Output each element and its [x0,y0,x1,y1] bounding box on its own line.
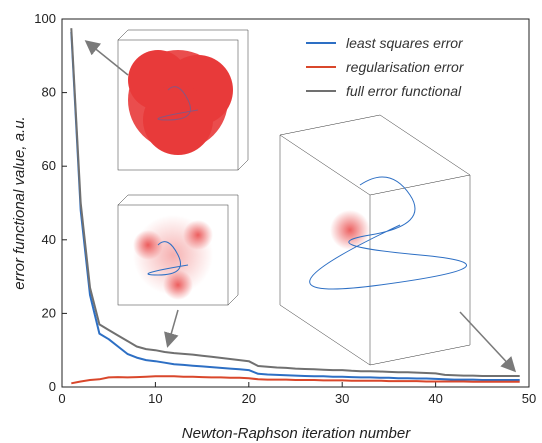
y-tick-label: 40 [42,232,56,247]
y-tick-label: 80 [42,85,56,100]
x-tick-label: 40 [428,391,442,406]
inset-iteration-10 [118,195,238,305]
legend-label: full error functional [346,83,462,99]
arrow-to-iteration-10 [168,310,178,345]
x-tick-label: 10 [148,391,162,406]
inset-iteration-49 [280,115,470,365]
x-axis-label: Newton-Raphson iteration number [182,425,411,442]
y-tick-label: 100 [34,11,56,26]
arrow-to-iteration-49 [460,312,514,370]
y-axis-label: error functional value, a.u. [11,116,28,289]
arrow-to-iteration-1 [87,42,128,75]
x-tick-label: 50 [522,391,536,406]
y-tick-label: 20 [42,305,56,320]
x-tick-label: 0 [58,391,65,406]
x-tick-label: 20 [242,391,256,406]
y-tick-label: 0 [49,379,56,394]
y-tick-label: 60 [42,158,56,173]
legend: least squares error regularisation error f… [306,35,465,99]
x-tick-label: 30 [335,391,349,406]
inset-iteration-1 [118,30,248,170]
legend-label: least squares error [346,35,464,51]
legend-label: regularisation error [346,59,465,75]
